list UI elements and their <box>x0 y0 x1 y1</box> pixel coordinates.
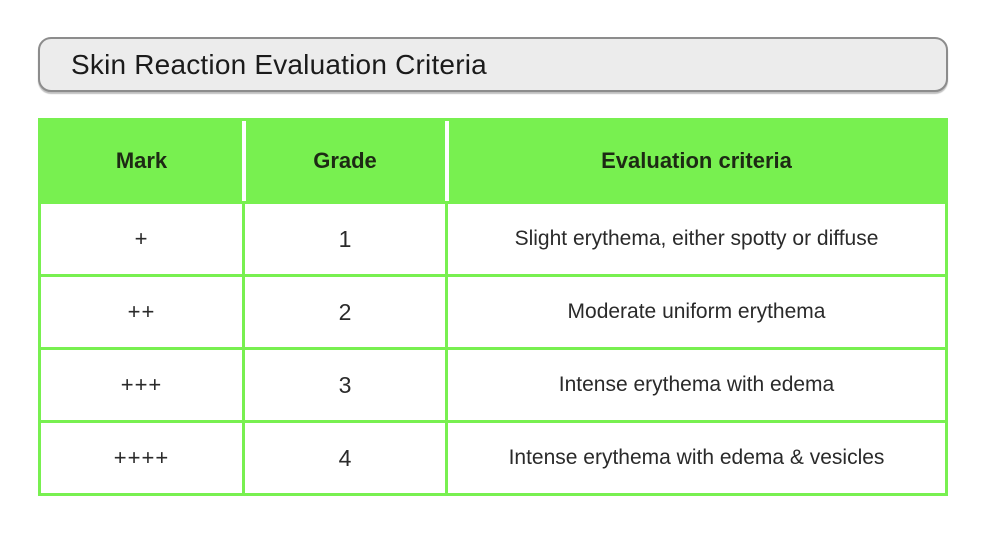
table-cell-mark: ++++ <box>41 423 242 493</box>
table-cell-mark: +++ <box>41 350 242 420</box>
evaluation-criteria-table: Mark Grade Evaluation criteria + 1 Sligh… <box>38 118 948 496</box>
column-header-grade: Grade <box>242 121 445 201</box>
table-cell-criteria: Moderate uniform erythema <box>448 277 945 347</box>
table-cell-criteria: Intense erythema with edema & vesicles <box>448 423 945 493</box>
page-title: Skin Reaction Evaluation Criteria <box>71 48 487 80</box>
table-cell-criteria: Slight erythema, either spotty or diffus… <box>448 204 945 274</box>
column-header-evaluation-criteria: Evaluation criteria <box>445 121 945 201</box>
table-cell-mark: + <box>41 204 242 274</box>
table-cell-grade: 3 <box>245 350 445 420</box>
table-cell-grade: 2 <box>245 277 445 347</box>
column-header-mark: Mark <box>41 121 242 201</box>
table-cell-grade: 1 <box>245 204 445 274</box>
table-cell-mark: ++ <box>41 277 242 347</box>
title-box: Skin Reaction Evaluation Criteria <box>38 37 948 92</box>
table-cell-grade: 4 <box>245 423 445 493</box>
table-cell-criteria: Intense erythema with edema <box>448 350 945 420</box>
